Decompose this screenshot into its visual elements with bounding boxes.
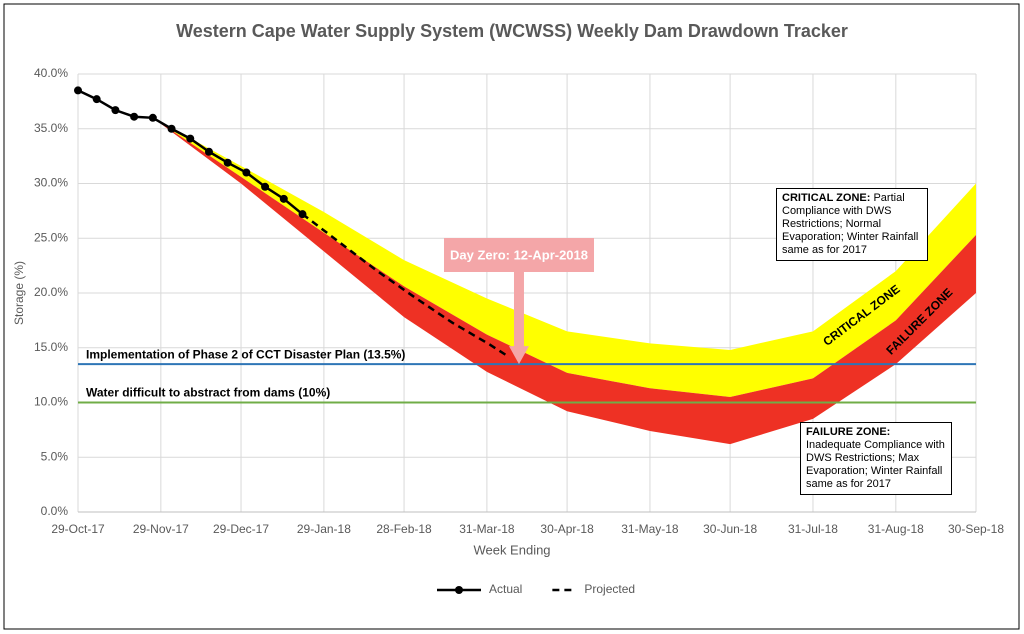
note-heading: FAILURE ZONE: bbox=[806, 426, 891, 438]
y-tick-label: 15.0% bbox=[34, 340, 68, 354]
point bbox=[204, 147, 213, 156]
failure-note: FAILURE ZONE: Inadequate Compliance with … bbox=[800, 422, 952, 495]
point bbox=[186, 134, 195, 143]
critical-note: CRITICAL ZONE: Partial Compliance with D… bbox=[776, 188, 928, 261]
x-tick-label: 28-Feb-18 bbox=[376, 522, 432, 536]
point bbox=[167, 124, 176, 133]
frame bbox=[3, 3, 1020, 630]
chart-title: Western Cape Water Supply System (WCWSS)… bbox=[176, 21, 848, 41]
legend-marker bbox=[455, 586, 463, 594]
point bbox=[223, 158, 232, 167]
point bbox=[111, 106, 120, 115]
legend-label: Actual bbox=[489, 582, 522, 596]
zone-band bbox=[152, 117, 977, 398]
x-tick-label: 29-Jan-18 bbox=[297, 522, 351, 536]
y-tick-label: 5.0% bbox=[41, 449, 69, 463]
note-text: Partial Compliance with DWS Restrictions… bbox=[782, 192, 919, 256]
x-axis-label: Week Ending bbox=[473, 542, 550, 557]
x-tick-label: 31-Aug-18 bbox=[868, 522, 924, 536]
x-tick-label: 29-Oct-17 bbox=[51, 522, 105, 536]
point bbox=[130, 112, 139, 121]
note-heading: CRITICAL ZONE: bbox=[782, 192, 871, 204]
day-zero-box bbox=[444, 238, 594, 272]
zone-band bbox=[152, 117, 977, 445]
reference-label: Water difficult to abstract from dams (1… bbox=[86, 386, 330, 400]
y-tick-label: 0.0% bbox=[41, 504, 69, 518]
x-tick-label: 30-Jun-18 bbox=[703, 522, 757, 536]
point bbox=[74, 86, 82, 95]
y-tick-label: 10.0% bbox=[34, 395, 68, 409]
y-axis-label: Storage (%) bbox=[12, 261, 26, 325]
x-tick-label: 29-Dec-17 bbox=[213, 522, 269, 536]
point bbox=[92, 95, 101, 104]
y-tick-label: 40.0% bbox=[34, 66, 68, 80]
reference-label: Implementation of Phase 2 of CCT Disaste… bbox=[86, 347, 405, 361]
point bbox=[242, 168, 251, 177]
y-tick-label: 20.0% bbox=[34, 285, 68, 299]
x-tick-label: 30-Sep-18 bbox=[948, 522, 1004, 536]
x-tick-label: 30-Apr-18 bbox=[540, 522, 594, 536]
legend-label: Projected bbox=[584, 582, 635, 596]
x-tick-label: 31-May-18 bbox=[621, 522, 679, 536]
y-tick-label: 25.0% bbox=[34, 230, 68, 244]
note-text: Inadequate Compliance with DWS Restricti… bbox=[806, 439, 945, 490]
x-tick-label: 31-Mar-18 bbox=[459, 522, 515, 536]
point bbox=[148, 113, 157, 122]
day-zero-arrow bbox=[508, 272, 529, 365]
y-tick-label: 30.0% bbox=[34, 176, 68, 190]
point bbox=[279, 194, 288, 203]
x-tick-label: 29-Nov-17 bbox=[133, 522, 189, 536]
y-tick-label: 35.0% bbox=[34, 121, 68, 135]
point bbox=[261, 182, 270, 191]
x-tick-label: 31-Jul-18 bbox=[788, 522, 838, 536]
series-line bbox=[301, 213, 509, 358]
day-zero-label: Day Zero: 12-Apr-2018 bbox=[450, 247, 588, 262]
